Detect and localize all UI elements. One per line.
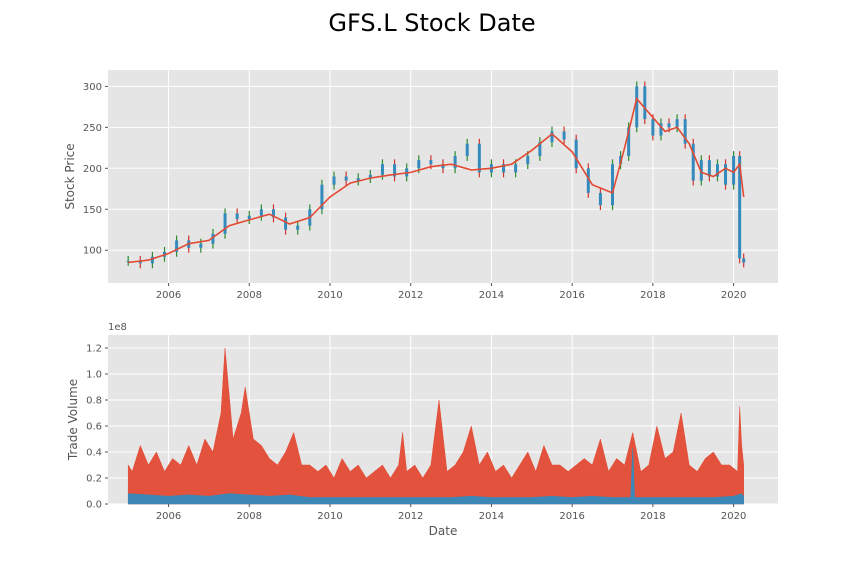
- price-x-tick-label: 2020: [721, 290, 746, 301]
- candle-body: [417, 160, 421, 169]
- candle-body: [659, 123, 663, 136]
- volume-y-ticks: 0.0 0.2 0.4 0.6 0.8 1.0 1.2: [86, 344, 108, 511]
- candle-body: [393, 164, 397, 177]
- price-x-tick-label: 2008: [237, 290, 262, 301]
- price-x-ticks: 2006 2008 2010 2012 2014 2016 2018 2020: [156, 283, 746, 301]
- price-y-axis-label: Stock Price: [63, 143, 77, 209]
- volume-x-tick-label: 2016: [559, 511, 584, 522]
- candle-body: [526, 156, 530, 165]
- candle-body: [344, 176, 348, 181]
- price-y-tick-label: 300: [83, 82, 102, 93]
- candle-body: [651, 119, 655, 136]
- volume-x-tick-label: 2014: [479, 511, 504, 522]
- volume-x-tick-label: 2018: [640, 511, 665, 522]
- volume-y-tick-label: 0.8: [86, 396, 102, 407]
- volume-y-tick-label: 0.6: [86, 422, 102, 433]
- candle-body: [627, 127, 631, 157]
- volume-area-series-1: [127, 448, 744, 505]
- candle-body: [175, 240, 179, 252]
- candle-body: [715, 164, 719, 177]
- candle-body: [259, 209, 263, 216]
- candle-body: [199, 243, 203, 248]
- candle-body: [429, 160, 433, 165]
- candle-body: [683, 119, 687, 144]
- volume-x-tick-label: 2012: [398, 511, 423, 522]
- candle-body: [550, 131, 554, 143]
- price-x-tick-label: 2012: [398, 290, 423, 301]
- price-panel: 2006 2008 2010 2012 2014 2016 2018 2020 100 150 2…: [63, 70, 778, 301]
- figure-title: GFS.L Stock Date: [328, 9, 535, 37]
- price-y-tick-label: 250: [83, 123, 102, 134]
- volume-x-ticks: 2006 2008 2010 2012 2014 2016 2018 2020: [156, 504, 746, 522]
- volume-area-series-0: [127, 347, 744, 505]
- candle-body: [691, 143, 695, 181]
- price-x-tick-label: 2014: [479, 290, 504, 301]
- candle-body: [453, 156, 457, 169]
- price-x-tick-label: 2006: [156, 290, 181, 301]
- candle-body: [332, 176, 336, 185]
- volume-offset-label: 1e8: [108, 322, 127, 333]
- candle-body: [562, 131, 566, 140]
- candle-body: [732, 156, 736, 185]
- candle-body: [643, 86, 647, 120]
- price-y-tick-label: 150: [83, 205, 102, 216]
- candle-body: [126, 260, 130, 262]
- candle-body: [635, 86, 639, 128]
- volume-y-tick-label: 0.2: [86, 474, 102, 485]
- candle-body: [598, 192, 602, 206]
- candle-body: [284, 217, 288, 230]
- volume-x-tick-label: 2020: [721, 511, 746, 522]
- volume-y-axis-label: Trade Volume: [66, 379, 80, 461]
- volume-y-tick-label: 0.0: [86, 500, 102, 511]
- volume-x-tick-label: 2010: [317, 511, 342, 522]
- moving-average-line: [128, 97, 745, 264]
- candle-body: [223, 213, 227, 234]
- candle-body: [514, 164, 518, 173]
- price-y-ticks: 100 150 200 250 300: [83, 82, 108, 257]
- candle-body: [675, 119, 679, 128]
- candle-body: [465, 143, 469, 157]
- price-plot-background: [108, 70, 778, 283]
- volume-x-tick-label: 2008: [237, 511, 262, 522]
- volume-y-tick-label: 1.2: [86, 344, 102, 355]
- candle-body: [738, 156, 742, 259]
- candle-body: [502, 164, 506, 173]
- candle-body: [477, 143, 481, 173]
- candle-body: [724, 164, 728, 185]
- price-x-tick-label: 2016: [559, 290, 584, 301]
- price-x-tick-label: 2010: [317, 290, 342, 301]
- candle-body: [586, 168, 590, 193]
- price-series: [126, 81, 746, 269]
- candle-body: [356, 178, 360, 181]
- candle-body: [211, 233, 215, 244]
- candle-body: [150, 256, 154, 264]
- candle-body: [574, 139, 578, 169]
- volume-y-tick-label: 1.0: [86, 370, 102, 381]
- candle-body: [707, 160, 711, 177]
- candle-body: [441, 164, 445, 169]
- volume-x-tick-label: 2006: [156, 511, 181, 522]
- candle-body: [320, 184, 324, 210]
- candle-body: [699, 160, 703, 181]
- volume-panel: 2006 2008 2010 2012 2014 2016 2018 2020 0.00.20…: [66, 322, 778, 538]
- candle-body: [247, 215, 251, 220]
- candle-body: [368, 174, 372, 179]
- candle-body: [296, 225, 300, 230]
- volume-x-axis-label: Date: [429, 524, 458, 538]
- volume-y-tick-label: 0.4: [86, 448, 102, 459]
- candle-body: [271, 209, 275, 218]
- candle-body: [667, 123, 671, 128]
- candle-body: [538, 142, 542, 157]
- price-y-tick-label: 100: [83, 246, 102, 257]
- candle-body: [235, 213, 239, 220]
- price-x-tick-label: 2018: [640, 290, 665, 301]
- candle-body: [742, 258, 746, 263]
- candle-body: [380, 164, 384, 175]
- candle-body: [138, 260, 142, 264]
- price-y-tick-label: 200: [83, 164, 102, 175]
- volume-series: [127, 347, 744, 505]
- candle-body: [611, 164, 615, 206]
